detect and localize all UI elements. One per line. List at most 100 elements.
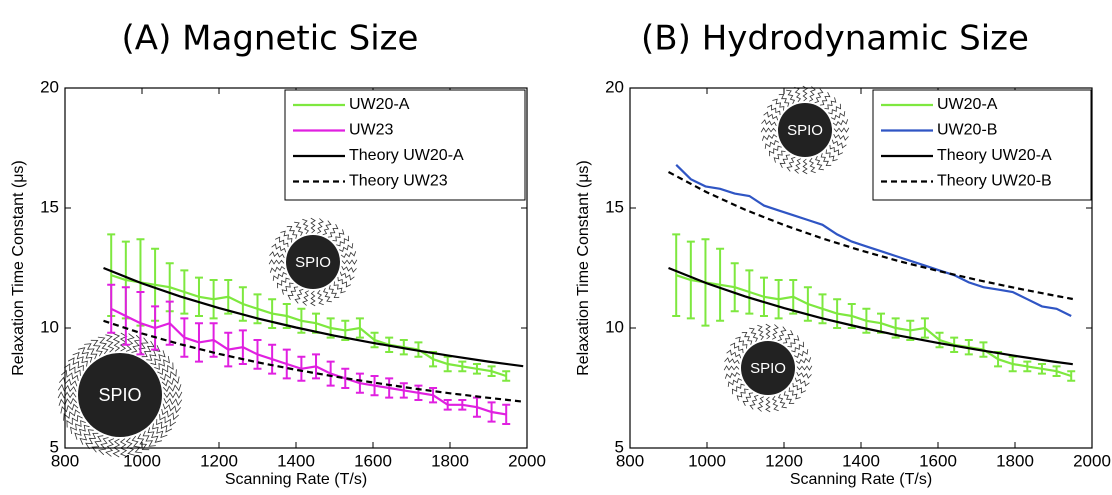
ligand xyxy=(63,409,81,421)
ligand xyxy=(771,395,779,412)
error-bar xyxy=(487,365,496,377)
ligand xyxy=(736,388,749,401)
ligand xyxy=(163,398,183,407)
error-bar xyxy=(194,276,203,317)
x-tick-label: 2000 xyxy=(1073,451,1111,470)
particle-label: SPIO xyxy=(295,254,331,271)
series-line xyxy=(103,266,524,368)
ligand xyxy=(786,89,795,104)
error-bar xyxy=(121,286,130,346)
series-line xyxy=(110,307,507,416)
ligand xyxy=(316,289,324,306)
y-tick-label: 10 xyxy=(605,317,624,336)
ligand xyxy=(783,391,795,405)
ligand xyxy=(61,369,79,381)
error-bar xyxy=(209,279,218,320)
x-tick-label: 1800 xyxy=(431,451,469,470)
ligand xyxy=(310,217,316,234)
error-bar xyxy=(370,375,379,397)
error-bar xyxy=(672,233,681,317)
ligand xyxy=(808,157,816,174)
error-bar xyxy=(429,387,438,404)
error-bar xyxy=(180,269,189,315)
error-bar xyxy=(268,298,277,329)
ligand xyxy=(787,335,800,348)
x-tick-label: 1600 xyxy=(919,451,957,470)
ligand xyxy=(57,391,77,399)
ligand xyxy=(97,336,109,355)
error-bar xyxy=(774,279,783,320)
ligand xyxy=(778,394,787,409)
ligand xyxy=(727,378,742,387)
ligand xyxy=(814,88,824,104)
ligand xyxy=(336,235,350,247)
ligand xyxy=(57,383,77,392)
ligand xyxy=(791,341,805,353)
error-bar xyxy=(847,303,856,329)
x-tick-label: 1000 xyxy=(123,451,161,470)
ligand xyxy=(146,345,161,361)
error-bar xyxy=(789,279,798,315)
ligand xyxy=(340,251,357,259)
error-bar xyxy=(472,363,481,375)
error-bar xyxy=(920,317,929,339)
ligand xyxy=(772,98,785,111)
error-bar xyxy=(458,360,467,373)
particle xyxy=(778,103,832,157)
ligand xyxy=(339,243,354,252)
ligand xyxy=(67,357,84,371)
ligand xyxy=(317,218,324,234)
ligand xyxy=(757,324,765,341)
chart-title: (B) Hydrodynamic Size xyxy=(641,19,1029,59)
ligand xyxy=(322,220,332,236)
particle-label: SPIO xyxy=(750,360,786,377)
ligand xyxy=(58,376,78,387)
ligand xyxy=(272,272,287,281)
ligand xyxy=(796,365,813,371)
ligand xyxy=(764,140,779,149)
legend-label: Theory UW20-A xyxy=(349,147,464,164)
ligand xyxy=(131,435,143,454)
ligand xyxy=(767,104,781,116)
error-bar xyxy=(194,322,203,363)
ligand xyxy=(825,149,838,162)
ligand xyxy=(779,154,791,168)
particle xyxy=(286,235,340,289)
ligand xyxy=(269,251,285,258)
ligand xyxy=(833,134,849,141)
ligand xyxy=(788,387,801,400)
error-bar xyxy=(1052,365,1061,377)
ligand xyxy=(726,349,742,359)
ligand xyxy=(152,423,168,439)
ligand xyxy=(782,330,794,344)
ligand xyxy=(91,435,104,453)
ligand xyxy=(339,271,355,281)
ligand xyxy=(824,97,837,110)
ligand xyxy=(794,377,810,387)
x-tick-label: 800 xyxy=(616,451,644,470)
x-tick-label: 1200 xyxy=(200,451,238,470)
error-bar xyxy=(209,322,218,358)
ligand xyxy=(794,349,809,358)
x-tick-label: 800 xyxy=(51,451,79,470)
y-tick-label: 20 xyxy=(605,77,624,96)
y-axis-label: Relaxation Time Constant (μs) xyxy=(10,160,27,376)
error-bar xyxy=(355,317,364,339)
ligand xyxy=(323,288,332,303)
ligand xyxy=(741,331,753,345)
legend-label: Theory UW23 xyxy=(349,173,448,190)
error-bar xyxy=(414,341,423,358)
x-tick-label: 1400 xyxy=(277,451,315,470)
ligand xyxy=(137,433,150,451)
legend-label: Theory UW20-B xyxy=(937,173,1052,190)
y-tick-label: 10 xyxy=(40,317,59,336)
ligand xyxy=(731,383,745,395)
ligand xyxy=(269,265,286,273)
ligand xyxy=(332,229,345,242)
error-bar xyxy=(165,300,174,346)
ligand xyxy=(761,133,778,141)
error-bar xyxy=(502,370,511,382)
ligand xyxy=(162,403,182,414)
ligand xyxy=(287,286,299,300)
